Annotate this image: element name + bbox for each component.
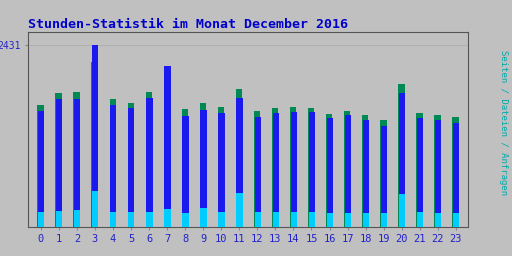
Bar [164, 66, 170, 227]
Bar [110, 105, 116, 227]
Bar [38, 212, 44, 227]
Bar [128, 212, 135, 227]
Bar [327, 213, 333, 227]
Bar [56, 211, 62, 227]
Bar [182, 109, 188, 227]
Bar [272, 108, 278, 227]
Bar [37, 105, 44, 227]
Bar [434, 115, 441, 227]
Bar [272, 113, 279, 227]
Bar [309, 212, 315, 227]
Bar [164, 209, 170, 227]
Bar [345, 115, 351, 227]
Bar [417, 118, 423, 227]
Bar [110, 212, 116, 227]
Bar [92, 62, 98, 227]
Bar [399, 194, 405, 227]
Bar [380, 120, 387, 227]
Bar [182, 116, 188, 227]
Bar [200, 103, 206, 227]
Bar [254, 111, 260, 227]
Bar [398, 84, 404, 227]
Bar [435, 120, 441, 227]
Bar [417, 212, 423, 227]
Bar [345, 213, 351, 227]
Bar [73, 92, 80, 227]
Bar [381, 214, 387, 227]
Bar [399, 93, 405, 227]
Bar [236, 89, 242, 227]
Bar [363, 120, 369, 227]
Bar [164, 76, 170, 227]
Bar [218, 107, 224, 227]
Bar [146, 98, 153, 227]
Bar [254, 116, 261, 227]
Bar [219, 113, 225, 227]
Bar [344, 111, 350, 227]
Bar [146, 212, 153, 227]
Bar [219, 212, 225, 227]
Bar [435, 213, 441, 227]
Bar [237, 193, 243, 227]
Text: Stunden-Statistik im Monat December 2016: Stunden-Statistik im Monat December 2016 [28, 18, 348, 31]
Bar [110, 99, 116, 227]
Bar [291, 112, 297, 227]
Bar [92, 45, 98, 227]
Bar [92, 191, 98, 227]
Bar [254, 212, 261, 227]
Bar [272, 212, 279, 227]
Bar [55, 93, 61, 227]
Bar [453, 117, 459, 227]
Bar [56, 99, 62, 227]
Bar [416, 113, 422, 227]
Bar [453, 213, 459, 227]
Bar [326, 114, 332, 227]
Bar [38, 111, 44, 227]
Bar [453, 123, 459, 227]
Bar [309, 112, 315, 227]
Bar [291, 212, 297, 227]
Bar [308, 108, 314, 227]
Bar [237, 98, 243, 227]
Bar [327, 118, 333, 227]
Text: Seiten / Dateien / Anfragen: Seiten / Dateien / Anfragen [499, 50, 508, 195]
Bar [363, 214, 369, 227]
Bar [381, 125, 387, 227]
Bar [74, 210, 80, 227]
Bar [200, 208, 207, 227]
Bar [145, 92, 152, 227]
Bar [74, 99, 80, 227]
Bar [127, 103, 134, 227]
Bar [182, 213, 188, 227]
Bar [128, 108, 135, 227]
Bar [200, 110, 207, 227]
Bar [290, 107, 296, 227]
Bar [362, 115, 369, 227]
